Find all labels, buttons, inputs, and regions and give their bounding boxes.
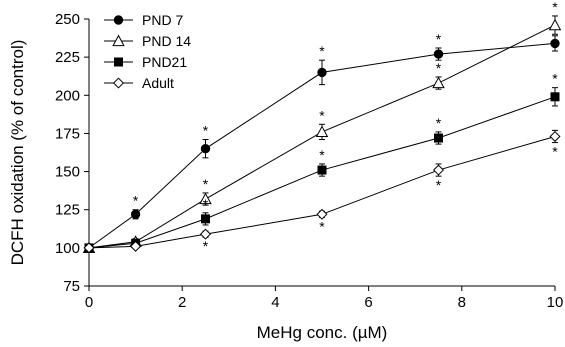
- legend-marker: [112, 34, 125, 47]
- data-point: [549, 130, 561, 142]
- series-line: [88, 96, 556, 249]
- x-axis-label: MeHg conc. (µM): [257, 323, 388, 342]
- significance-star: *: [552, 144, 558, 160]
- significance-star: *: [552, 0, 558, 15]
- data-point: [432, 76, 445, 89]
- significance-star: *: [203, 123, 209, 139]
- y-tick-label: 75: [63, 278, 80, 295]
- data-point: [201, 214, 210, 224]
- x-tick-label: 2: [178, 294, 186, 311]
- data-point: [550, 38, 560, 49]
- x-tick-label: 6: [364, 294, 372, 311]
- significance-star: *: [133, 193, 139, 209]
- series-line: [88, 135, 556, 249]
- x-tick-label: 0: [85, 294, 93, 311]
- y-tick-label: 100: [55, 240, 80, 257]
- significance-star: *: [203, 176, 209, 192]
- legend: PND 7 PND 14 PND21 Adult: [104, 12, 191, 91]
- y-tick-label: 200: [55, 87, 80, 104]
- significance-star: *: [319, 218, 325, 234]
- series-line: [88, 24, 556, 249]
- data-point: [199, 228, 212, 240]
- series-line: [88, 42, 556, 249]
- legend-marker: [113, 15, 124, 25]
- y-tick-label: 125: [55, 202, 80, 219]
- significance-star: *: [319, 107, 325, 123]
- significance-star: *: [436, 115, 442, 131]
- legend-label: PND 7: [142, 12, 183, 28]
- y-axis-label: DCFH oxidation (% of control): [8, 40, 27, 266]
- legend-marker: [112, 77, 125, 89]
- x-tick-label: 8: [458, 294, 466, 311]
- data-point: [130, 209, 141, 219]
- data-point: [432, 164, 445, 176]
- significance-star: *: [552, 71, 558, 87]
- x-tick-label: 10: [547, 294, 564, 311]
- series-3: * * * *: [83, 129, 561, 254]
- data-point: [434, 133, 443, 143]
- significance-star: *: [436, 60, 442, 76]
- data-point: [550, 92, 560, 102]
- data-point: [316, 208, 328, 220]
- axes: 0 2 4 6 8 10 75 100 125 150 175 200 225 250 MeHg conc.…: [8, 11, 563, 342]
- significance-star: *: [436, 31, 442, 47]
- data-point: [433, 49, 444, 59]
- y-tick-label: 150: [55, 164, 80, 181]
- legend-label: Adult: [142, 75, 174, 91]
- legend-label: PND21: [142, 54, 187, 70]
- data-point: [317, 67, 327, 78]
- significance-star: *: [436, 177, 442, 193]
- y-tick-label: 225: [55, 49, 80, 66]
- x-tick-label: 4: [271, 294, 279, 311]
- data-point: [317, 165, 327, 175]
- legend-marker: [114, 57, 123, 67]
- y-tick-label: 175: [55, 125, 80, 142]
- data-point: [83, 242, 95, 254]
- data-point: [199, 192, 212, 205]
- significance-star: *: [203, 196, 209, 212]
- legend-label: PND 14: [142, 33, 191, 49]
- y-tick-label: 250: [55, 11, 80, 28]
- data-point: [200, 143, 211, 154]
- data-point: [315, 125, 329, 137]
- series-1: * * * *: [82, 0, 562, 253]
- data-point: [548, 18, 562, 31]
- significance-star: *: [319, 147, 325, 163]
- significance-star: *: [203, 238, 209, 254]
- significance-star: *: [319, 43, 325, 59]
- data-point: [130, 240, 142, 252]
